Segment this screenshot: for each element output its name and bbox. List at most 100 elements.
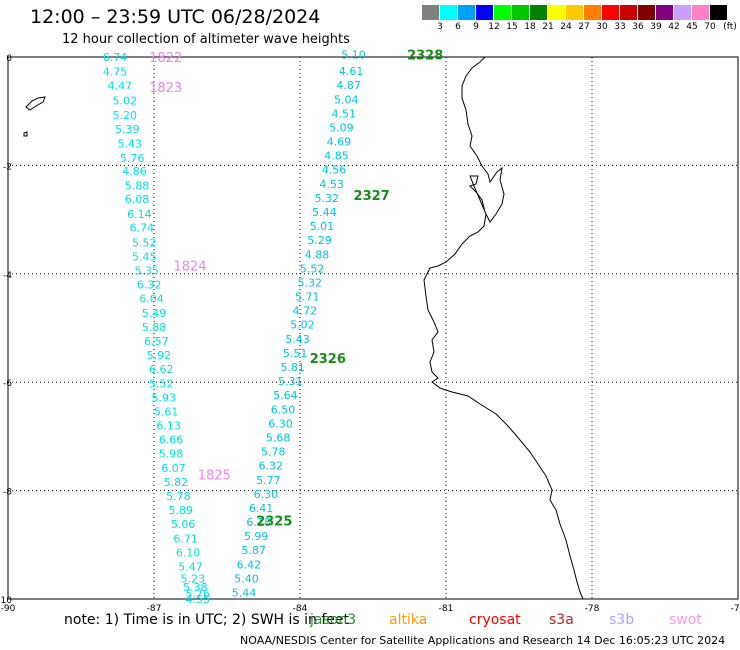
wave-height-value: 5.02 xyxy=(290,319,315,332)
wave-height-value: 4.86 xyxy=(122,165,147,178)
wave-height-value: 5.47 xyxy=(178,560,203,573)
galapagos-islet xyxy=(23,131,28,137)
legend-swatch xyxy=(530,5,547,20)
wave-height-value: 5.45 xyxy=(132,250,157,263)
legend-label: 42 xyxy=(668,22,680,32)
wave-height-value: 5.71 xyxy=(295,291,320,304)
x-tick-label: -75 xyxy=(731,604,740,614)
legend-label: 12 xyxy=(488,22,500,32)
wave-height-value: 5.81 xyxy=(280,361,305,374)
wave-height-value: 5.40 xyxy=(234,572,259,585)
pass-number-label: 1822 xyxy=(149,51,182,66)
map-title: 12:00 – 23:59 UTC 06/28/2024 xyxy=(30,6,321,28)
legend-label: 27 xyxy=(578,22,590,32)
legend-label: 21 xyxy=(542,22,554,32)
track-west: 6.744.754.475.025.205.395.435.764.865.88… xyxy=(103,51,210,606)
wave-height-value: 4.61 xyxy=(339,65,364,78)
wave-height-value: 6.13 xyxy=(156,420,181,433)
legend-swatch xyxy=(692,5,709,20)
footer-note: note: 1) Time is in UTC; 2) SWH is in fe… xyxy=(64,612,350,628)
wave-height-value: 5.49 xyxy=(142,307,167,320)
lat-lon-grid xyxy=(8,57,738,599)
x-tick-label: -78 xyxy=(585,604,600,614)
wave-height-value: 5.39 xyxy=(115,123,140,136)
wave-height-value: 5.78 xyxy=(261,446,286,459)
wave-height-value: 4.85 xyxy=(324,150,349,163)
track-east: 5.10 4.614.875.044.515.09 4.694.854.564.53… xyxy=(232,48,366,599)
wave-height-value: 5.09 xyxy=(329,121,354,134)
wave-height-value: 6.08 xyxy=(125,193,150,206)
legend-swatch xyxy=(458,5,475,20)
wave-height-value: 5.88 xyxy=(125,179,150,192)
cycle-number-label: 2327 xyxy=(354,189,390,204)
pass-number-label: 1823 xyxy=(149,81,182,96)
wave-height-value: 6.57 xyxy=(144,335,169,348)
wave-height-value: 5.44 xyxy=(232,586,257,599)
legend-label: 39 xyxy=(650,22,662,32)
legend-label: 3 xyxy=(437,22,443,32)
wave-height-value: 5.44 xyxy=(312,206,337,219)
legend-label: 30 xyxy=(596,22,608,32)
wave-height-value: 5.78 xyxy=(166,490,191,503)
legend-label: 9 xyxy=(473,22,479,32)
wave-height-value: 5.52 xyxy=(149,377,174,390)
wave-height-value: 5.01 xyxy=(310,220,335,233)
wave-height-value: 6.14 xyxy=(127,208,152,221)
wave-height-value: 4.69 xyxy=(327,136,352,149)
wave-height-value: 5.82 xyxy=(164,476,189,489)
wave-height-value: 5.77 xyxy=(256,474,281,487)
wave-height-value: 6.71 xyxy=(173,532,198,545)
wave-height-value: 4.88 xyxy=(305,248,330,261)
wave-height-value: 5.76 xyxy=(186,588,211,601)
satellite-altika: altika xyxy=(389,612,428,628)
satellite-cryosat: cryosat xyxy=(469,612,521,628)
x-tick-label: -90 xyxy=(1,604,16,614)
wave-height-value: 5.88 xyxy=(142,321,167,334)
legend-label: 6 xyxy=(455,22,461,32)
legend-swatch xyxy=(494,5,511,20)
wave-height-value: 6.32 xyxy=(137,279,162,292)
wave-height-value: 6.74 xyxy=(130,222,155,235)
wave-height-value: 5.29 xyxy=(307,234,332,247)
wave-height-value: 4.87 xyxy=(336,79,361,92)
wave-height-value: 5.38 xyxy=(183,581,208,594)
legend-label: 45 xyxy=(686,22,698,32)
legend-swatch xyxy=(674,5,691,20)
wave-height-value: 5.43 xyxy=(285,333,310,346)
wave-height-value: 5.04 xyxy=(334,93,359,106)
legend-swatch xyxy=(566,5,583,20)
galapagos-island xyxy=(25,96,46,111)
wave-height-value: 6.30 xyxy=(268,417,293,430)
y-tick-label: -8 xyxy=(3,488,12,498)
wave-height-value: 4.72 xyxy=(293,305,318,318)
wave-height-value: 6.41 xyxy=(249,502,274,515)
legend-label: 36 xyxy=(632,22,644,32)
legend-label: 18 xyxy=(524,22,536,32)
wave-height-value: 4.51 xyxy=(332,107,357,120)
x-tick-label: -87 xyxy=(147,604,162,614)
legend-swatch xyxy=(602,5,619,20)
wave-height-value: 5.35 xyxy=(134,265,159,278)
wave-height-value: 6.62 xyxy=(149,363,174,376)
wave-height-value: 5.43 xyxy=(117,138,142,151)
wave-height-value: 5.92 xyxy=(147,349,172,362)
legend-swatch xyxy=(422,5,439,20)
legend-swatch xyxy=(656,5,673,20)
legend-swatch xyxy=(440,5,457,20)
wave-height-value: 5.87 xyxy=(242,544,267,557)
wave-height-value: 5.23 xyxy=(181,572,206,585)
pass-and-cycle-labels: 1822 1823 1824 1825 2328 2327 2326 2325 xyxy=(149,48,443,529)
wave-height-value: 6.32 xyxy=(259,460,284,473)
y-tick-label: -2 xyxy=(3,162,12,172)
wave-height-value: 5.93 xyxy=(151,391,176,404)
legend-swatch xyxy=(710,5,727,20)
legend-swatch xyxy=(584,5,601,20)
altimeter-tracks: 6.744.754.475.025.205.395.435.764.865.88… xyxy=(103,48,366,606)
legend-swatch xyxy=(548,5,565,20)
wave-height-value: 6.74 xyxy=(103,51,128,64)
legend-label: 33 xyxy=(614,22,626,32)
satellite-s3b: s3b xyxy=(609,612,635,628)
wave-height-value: 5.06 xyxy=(171,518,196,531)
wave-height-value: 5.10 xyxy=(341,48,366,61)
axis-labels: -90 -87 -84 -81 -78 -75 0 -2 -4 -6 -8 -10 xyxy=(0,54,740,614)
